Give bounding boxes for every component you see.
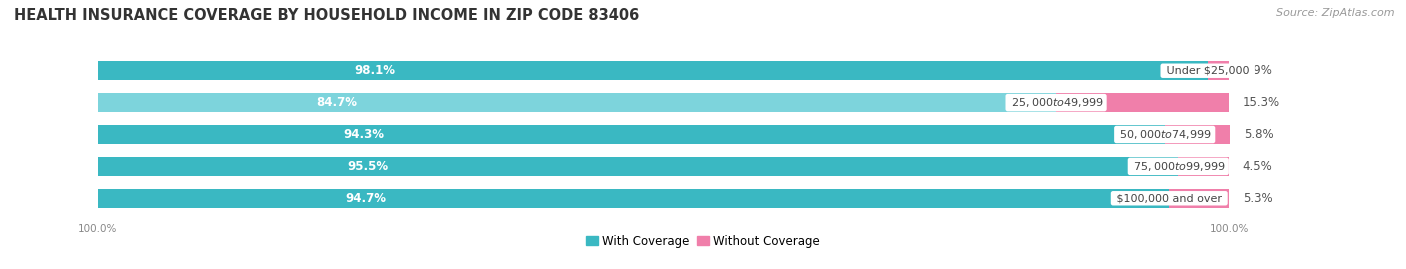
Bar	[97, 93, 1056, 112]
Text: 100.0%: 100.0%	[1209, 224, 1249, 234]
Text: $100,000 and over: $100,000 and over	[1114, 193, 1226, 203]
Text: 5.3%: 5.3%	[1243, 192, 1272, 205]
Text: 1.9%: 1.9%	[1243, 64, 1272, 77]
Legend: With Coverage, Without Coverage: With Coverage, Without Coverage	[581, 230, 825, 253]
Text: 95.5%: 95.5%	[347, 160, 388, 173]
Text: $75,000 to $99,999: $75,000 to $99,999	[1130, 160, 1226, 173]
Text: 100.0%: 100.0%	[77, 224, 117, 234]
Bar	[97, 61, 1208, 80]
Bar	[97, 125, 1229, 144]
Bar	[1170, 189, 1229, 208]
Text: Under $25,000: Under $25,000	[1163, 66, 1253, 76]
Bar	[1208, 61, 1229, 80]
Text: 15.3%: 15.3%	[1243, 96, 1279, 109]
Text: 4.5%: 4.5%	[1243, 160, 1272, 173]
Bar	[97, 61, 1229, 80]
Text: HEALTH INSURANCE COVERAGE BY HOUSEHOLD INCOME IN ZIP CODE 83406: HEALTH INSURANCE COVERAGE BY HOUSEHOLD I…	[14, 8, 640, 23]
Text: 94.7%: 94.7%	[344, 192, 387, 205]
Text: 5.8%: 5.8%	[1244, 128, 1274, 141]
Bar	[1056, 93, 1229, 112]
Bar	[97, 125, 1164, 144]
Bar	[1178, 157, 1229, 176]
Bar	[97, 189, 1170, 208]
Text: 98.1%: 98.1%	[354, 64, 395, 77]
Bar	[97, 93, 1229, 112]
Text: Source: ZipAtlas.com: Source: ZipAtlas.com	[1277, 8, 1395, 18]
Bar	[1164, 125, 1230, 144]
Bar	[97, 157, 1178, 176]
Text: 94.3%: 94.3%	[344, 128, 385, 141]
Bar	[97, 189, 1229, 208]
Text: $50,000 to $74,999: $50,000 to $74,999	[1116, 128, 1213, 141]
Text: 84.7%: 84.7%	[316, 96, 357, 109]
Text: $25,000 to $49,999: $25,000 to $49,999	[1008, 96, 1105, 109]
Bar	[97, 157, 1229, 176]
